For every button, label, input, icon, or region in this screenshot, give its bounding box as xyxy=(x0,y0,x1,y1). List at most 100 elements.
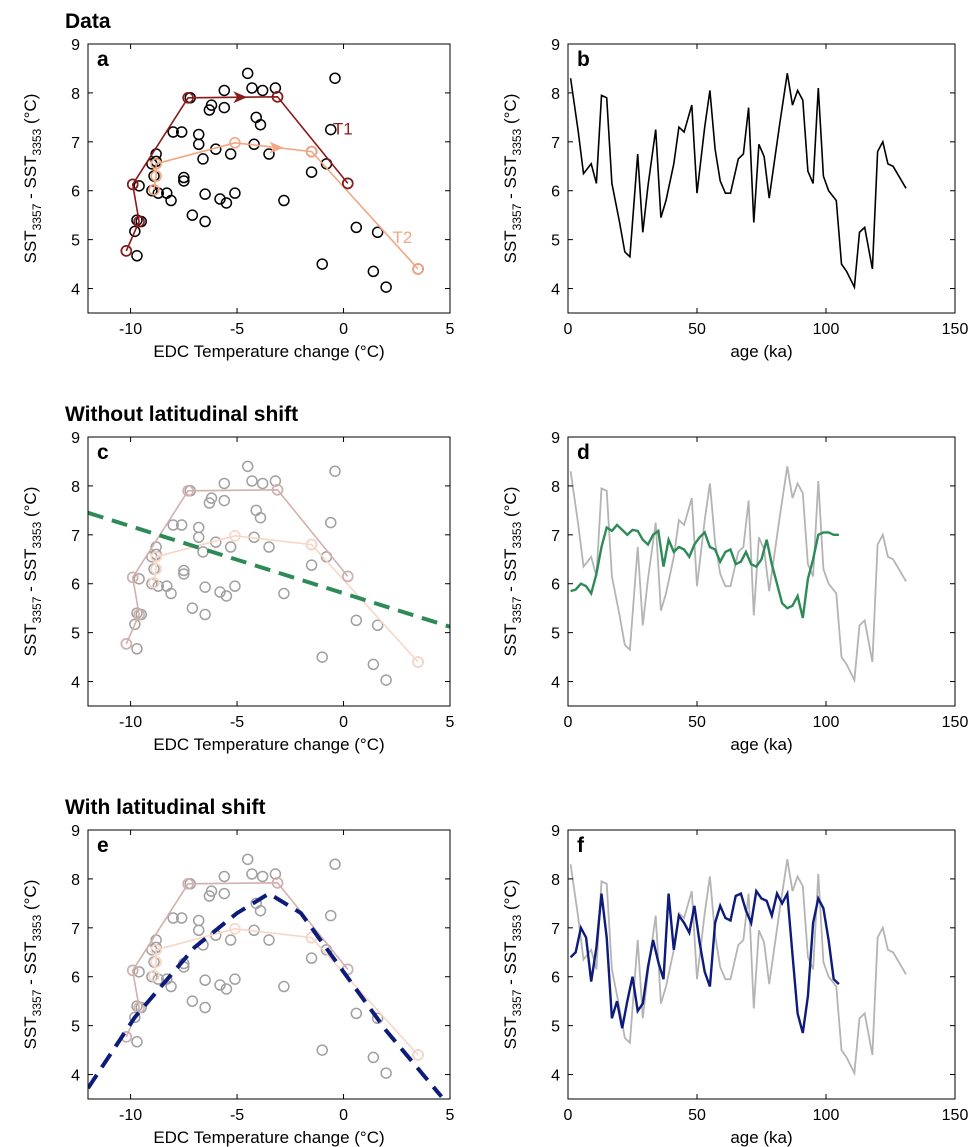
scatter-point xyxy=(220,590,233,602)
scatter-point xyxy=(278,194,290,207)
scatter-point xyxy=(178,175,190,187)
scatter-point xyxy=(167,126,179,138)
x-tick-label: 100 xyxy=(813,1107,840,1124)
scatter-point xyxy=(329,72,341,84)
x-tick-label: -5 xyxy=(230,714,244,731)
curve-T1 xyxy=(125,881,349,1038)
scatter-point xyxy=(241,67,254,80)
y-tick-label: 7 xyxy=(71,528,80,545)
y-tick-label: 8 xyxy=(551,86,560,103)
y-tick-label: 9 xyxy=(551,430,560,447)
panel-letter: c xyxy=(97,441,109,464)
y-axis-label-part: (°C) xyxy=(501,880,520,915)
panel-f: 0 50 100 150 4 5 6 7 8 9 age (ka) SST3357 - SST3353… xyxy=(501,823,968,1147)
y-axis-label-subscript: 3353 xyxy=(30,914,44,941)
scatter-point xyxy=(229,580,241,592)
y-tick-label: 4 xyxy=(551,282,560,299)
scatter-point xyxy=(380,1067,392,1079)
panel-letter: d xyxy=(577,441,590,464)
section-title-with-shift: With latitudinal shift xyxy=(65,796,265,819)
scatter-point xyxy=(246,868,258,880)
panel-c: -10 -5 0 5 4 5 6 7 8 9 EDC Temperature change (°C)… xyxy=(21,430,455,754)
scatter-point xyxy=(186,209,199,221)
scatter-point xyxy=(131,1036,143,1048)
plot-area xyxy=(88,460,450,686)
axes-frame xyxy=(567,436,956,707)
y-tick-label: 6 xyxy=(551,577,560,594)
y-tick-label: 4 xyxy=(551,1068,560,1085)
scatter-point xyxy=(167,519,179,531)
scatter-point xyxy=(325,516,337,529)
scatter-point xyxy=(199,581,211,593)
y-axis-label-part: SST xyxy=(501,1016,520,1049)
y-axis-label-subscript: 3357 xyxy=(510,203,524,230)
curve-T2-node xyxy=(148,969,160,982)
x-tick-label: -5 xyxy=(230,321,244,338)
y-tick-label: 8 xyxy=(551,479,560,496)
scatter-point xyxy=(371,619,384,632)
curve-T2-node xyxy=(148,576,160,589)
y-tick-label: 7 xyxy=(551,528,560,545)
x-tick-label: 150 xyxy=(942,1107,969,1124)
y-tick-label: 9 xyxy=(71,823,80,840)
scatter-point xyxy=(220,197,233,209)
x-tick-label: -10 xyxy=(119,1107,142,1124)
scatter-point xyxy=(192,914,205,927)
curve-T1-node xyxy=(182,92,194,104)
axes-frame xyxy=(87,436,451,707)
shift-fit-dashed-curve xyxy=(88,891,444,1098)
curve-T1-node xyxy=(120,245,133,257)
x-axis-label: EDC Temperature change (°C) xyxy=(153,735,384,754)
y-tick-label: 5 xyxy=(551,1019,560,1036)
scatter-point xyxy=(218,84,231,97)
plot-area xyxy=(88,853,444,1098)
scatter-point xyxy=(218,477,231,490)
y-tick-label: 5 xyxy=(71,233,80,250)
curve-T1-node xyxy=(271,877,284,889)
scatter-point xyxy=(129,225,141,238)
panel-letter: e xyxy=(97,834,109,857)
scatter-point xyxy=(367,1051,380,1064)
scatter-point xyxy=(205,492,218,504)
x-axis-label: EDC Temperature change (°C) xyxy=(153,342,384,361)
curve-T1-node xyxy=(133,1001,145,1014)
scatter-point xyxy=(329,465,341,477)
y-axis-label-part: SST xyxy=(501,623,520,656)
scatter-point xyxy=(241,853,254,866)
y-tick-label: 8 xyxy=(71,479,80,496)
x-axis-label: age (ka) xyxy=(730,1128,792,1147)
scatter-point xyxy=(178,171,190,184)
arrowhead-T2 xyxy=(269,141,284,154)
curve-T2-node xyxy=(150,563,162,575)
scatter-point xyxy=(229,187,241,199)
y-axis-label-part: (°C) xyxy=(501,94,520,129)
section-title-without-shift: Without latitudinal shift xyxy=(65,403,298,426)
scatter-point xyxy=(278,980,290,993)
curve-T2 xyxy=(153,141,419,270)
x-tick-label: 50 xyxy=(688,321,706,338)
y-axis-label: SST3357 - SST3353 (°C) xyxy=(501,880,524,1050)
y-axis-label-subscript: 3353 xyxy=(510,128,524,155)
curve-T1-node xyxy=(126,178,139,191)
scatter-point xyxy=(220,983,233,995)
curve-T1-node xyxy=(126,964,139,977)
y-tick-label: 6 xyxy=(71,184,80,201)
curve-T1-node xyxy=(341,177,354,190)
y-tick-label: 4 xyxy=(71,675,80,692)
y-tick-label: 8 xyxy=(71,872,80,889)
plot-area xyxy=(569,466,907,684)
curve-T2-node xyxy=(412,263,424,275)
scatter-point xyxy=(256,84,269,97)
x-tick-label: 0 xyxy=(564,714,573,731)
scatter-point xyxy=(218,887,231,900)
scatter-point xyxy=(133,966,145,978)
scatter-point xyxy=(175,519,188,531)
y-tick-label: 6 xyxy=(551,184,560,201)
x-tick-label: 100 xyxy=(813,321,840,338)
scatter-point xyxy=(256,477,269,490)
x-tick-label: 0 xyxy=(339,714,348,731)
y-tick-label: 6 xyxy=(551,970,560,987)
y-tick-label: 7 xyxy=(71,921,80,938)
scatter-point xyxy=(278,587,290,600)
